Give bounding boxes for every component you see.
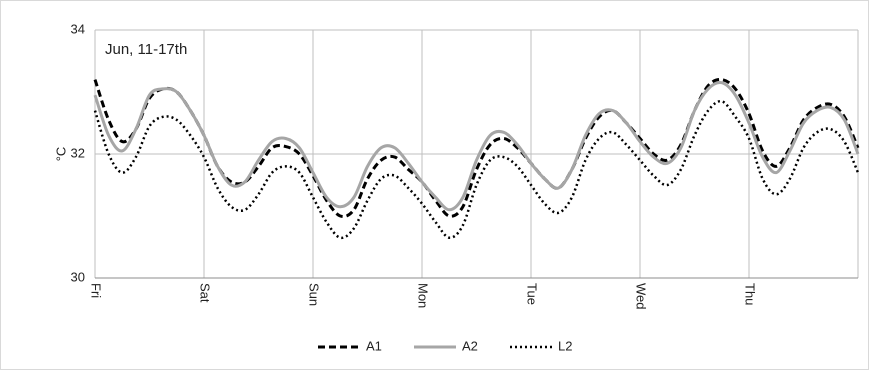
legend-label: L2	[558, 338, 572, 353]
x-tick-label: Fri	[89, 283, 104, 298]
y-tick-label: 34	[71, 21, 85, 36]
y-axis-label: °C	[53, 147, 68, 162]
series-line	[93, 80, 860, 212]
y-tick-label: 30	[71, 269, 85, 284]
annotation: Jun, 11-17th	[105, 41, 187, 58]
legend-label: A2	[462, 338, 478, 353]
x-tick-label: Thu	[743, 283, 758, 305]
x-tick-label: Tue	[525, 283, 540, 305]
x-tick-label: Sun	[307, 283, 322, 306]
y-tick-label: 32	[71, 145, 85, 160]
x-tick-label: Wed	[634, 283, 649, 310]
x-tick-label: Sat	[198, 283, 213, 303]
x-tick-label: Mon	[416, 283, 431, 308]
legend-label: A1	[366, 338, 382, 353]
